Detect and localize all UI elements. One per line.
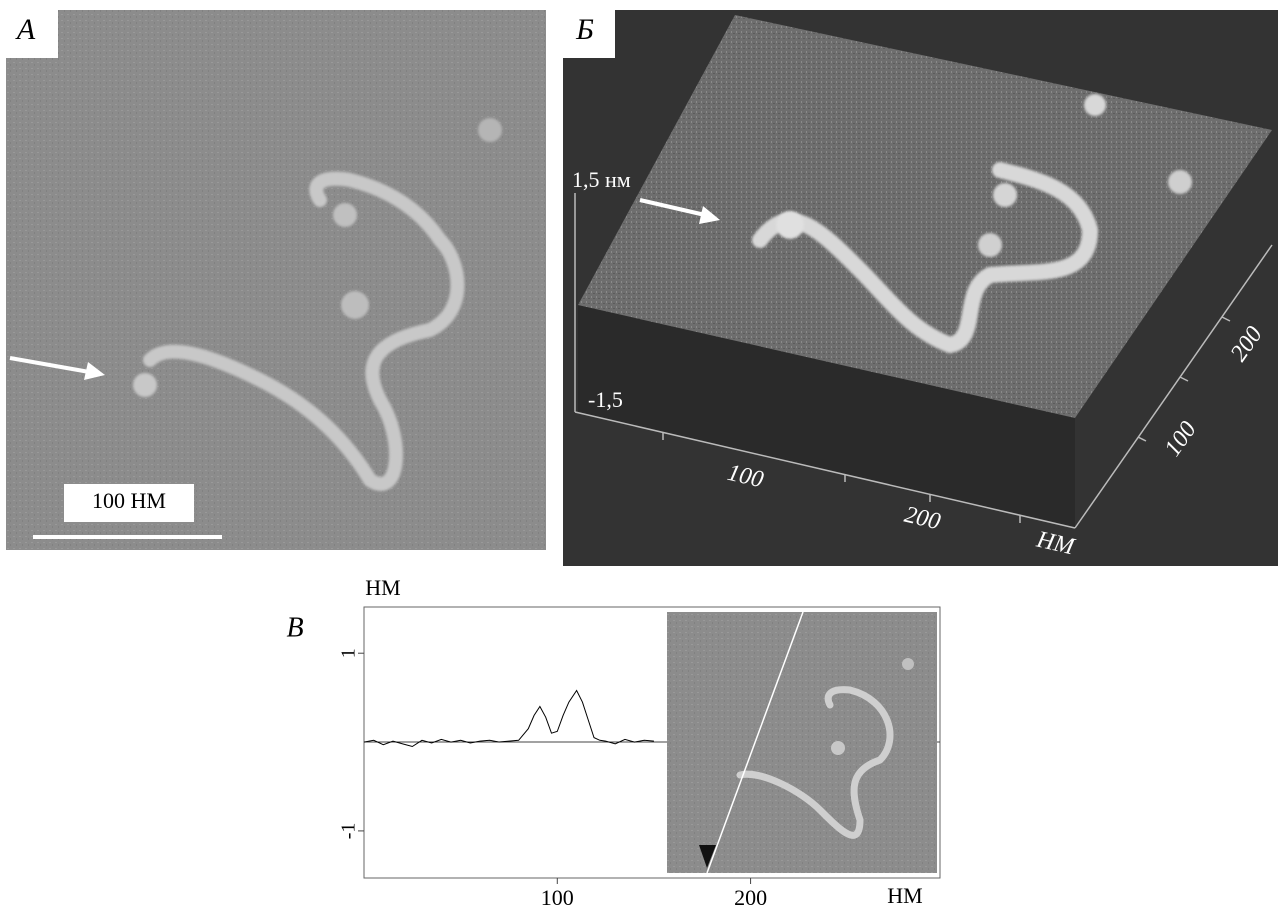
blob bbox=[341, 291, 369, 319]
blob bbox=[1168, 170, 1192, 194]
z-top-label: 1,5 нм bbox=[572, 167, 631, 192]
y-tick-label: 1 bbox=[338, 648, 360, 658]
figure: А 100 НМ Б 1,5 нм bbox=[0, 0, 1278, 911]
blob bbox=[478, 118, 502, 142]
blob bbox=[1084, 94, 1106, 116]
panel-b: Б 1,5 нм -1,5 100 200 НМ 100 200 bbox=[563, 10, 1278, 566]
z-bottom-label: -1,5 bbox=[588, 387, 623, 412]
panel-label: А bbox=[15, 13, 36, 46]
panel-label: Б bbox=[575, 13, 594, 46]
panel-label: В bbox=[286, 612, 303, 643]
scale-label: 100 НМ bbox=[92, 488, 166, 513]
profile-line bbox=[364, 691, 654, 747]
y-tick-label: -1 bbox=[338, 823, 360, 840]
blob bbox=[333, 203, 357, 227]
afm-image bbox=[6, 10, 546, 550]
y-unit: НМ bbox=[365, 575, 400, 600]
blob bbox=[776, 211, 804, 239]
panel-a: А 100 НМ bbox=[6, 10, 546, 550]
panel-v: В НМ НМ -1 1 100 200 bbox=[286, 575, 940, 910]
blob bbox=[993, 183, 1017, 207]
x-unit: НМ bbox=[887, 883, 922, 908]
blob bbox=[902, 658, 914, 670]
blob bbox=[831, 741, 845, 755]
inset-image bbox=[667, 612, 937, 873]
x-tick-label: 100 bbox=[541, 885, 574, 910]
x-tick-label: 200 bbox=[734, 885, 767, 910]
blob bbox=[133, 373, 157, 397]
blob bbox=[978, 233, 1002, 257]
